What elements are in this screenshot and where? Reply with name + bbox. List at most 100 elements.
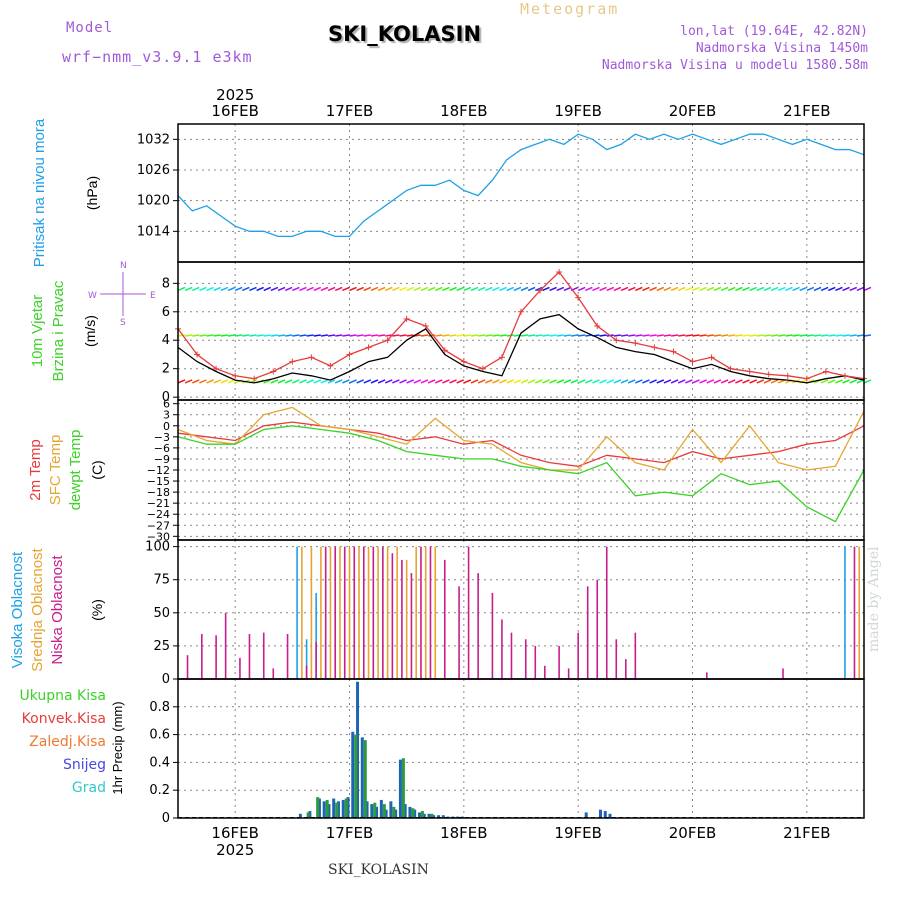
wind-barb xyxy=(663,379,672,384)
wind-barb xyxy=(863,334,872,337)
precip-legend-item: Snijeg xyxy=(63,757,106,773)
wind-barb xyxy=(534,379,543,384)
wind-barb xyxy=(556,334,564,337)
wind-barb xyxy=(234,286,243,292)
meteogram-label: Meteogram xyxy=(520,0,620,18)
wind-barb xyxy=(699,286,707,292)
y-tick-label: 8 xyxy=(162,276,170,291)
wind-barb xyxy=(349,334,357,337)
wind-barb xyxy=(299,379,307,384)
wind-barb xyxy=(556,286,565,292)
wind-barb xyxy=(320,334,329,337)
precip-bar xyxy=(584,812,588,818)
precip-bar xyxy=(403,804,407,818)
wind-barb xyxy=(520,379,529,384)
y-tick-label: −3 xyxy=(154,431,170,444)
wind-barb xyxy=(306,379,314,384)
y-tick-label: 0.2 xyxy=(149,783,170,798)
wind-barb xyxy=(670,379,679,384)
wind-barb xyxy=(199,379,207,384)
wind-barb xyxy=(306,286,314,292)
wind-barb xyxy=(549,286,557,292)
wind-barb xyxy=(735,286,743,292)
wind-barb xyxy=(256,286,264,292)
wind-barb xyxy=(384,379,393,384)
y-tick-label: −27 xyxy=(147,519,170,532)
wind-barb xyxy=(792,286,800,292)
wind-barb xyxy=(249,334,257,337)
wind-barb xyxy=(413,379,422,384)
wind-barb xyxy=(534,286,543,292)
wind-barb xyxy=(620,379,629,384)
wind-barb xyxy=(356,334,364,337)
model-name: wrf−nmm_v3.9.1 e3km xyxy=(62,48,253,66)
wind-barb xyxy=(277,379,286,384)
wind-barb xyxy=(335,334,343,337)
wind-barb xyxy=(392,286,400,292)
wind-barb xyxy=(706,334,714,337)
wind-barb xyxy=(706,286,715,292)
wind-barb xyxy=(699,379,707,384)
wind-barb xyxy=(270,286,279,292)
wind-barb xyxy=(442,334,450,337)
wind-barb xyxy=(191,286,200,292)
y-tick-label: 6 xyxy=(162,305,170,320)
wind-barb xyxy=(527,286,536,292)
wind-barb xyxy=(434,379,443,384)
precip-bar xyxy=(322,801,326,818)
wind-barb xyxy=(749,286,757,292)
day-label-bottom: 21FEB xyxy=(783,824,830,842)
wind-barb xyxy=(749,334,757,337)
dewpt-title: dewpt Temp xyxy=(67,430,84,511)
wind-barb xyxy=(206,379,214,384)
panel-frame xyxy=(177,123,865,263)
wind-barb xyxy=(663,334,672,337)
wind-barb xyxy=(434,286,443,292)
wind-barb xyxy=(263,286,272,292)
wind-barb xyxy=(835,286,843,292)
wind-barb xyxy=(678,334,686,337)
wind-barb xyxy=(642,334,650,337)
wind-barb xyxy=(213,334,221,337)
wind-barb xyxy=(670,334,679,337)
wind-barb xyxy=(285,334,293,337)
precip-bar xyxy=(332,798,336,818)
precip-bar xyxy=(308,811,312,818)
wind-barb xyxy=(835,379,843,384)
precip-bar xyxy=(413,809,417,818)
wind-barb xyxy=(692,334,700,337)
wind-barb xyxy=(563,334,571,337)
wind-barb xyxy=(770,379,779,384)
wind-barb xyxy=(713,334,722,337)
wind-barb xyxy=(513,286,522,292)
wind-barb xyxy=(742,379,750,384)
wind-barb xyxy=(306,334,314,337)
day-label-bottom: 20FEB xyxy=(669,824,716,842)
wind-barb xyxy=(263,334,271,337)
footer-station: SKI_KOLASIN xyxy=(328,862,429,878)
wind-barb xyxy=(599,334,607,337)
wind-barb xyxy=(856,334,864,337)
wind-barb xyxy=(692,286,700,292)
wind-barb xyxy=(685,286,693,292)
wind-barb xyxy=(377,334,386,337)
wind-barb xyxy=(191,379,200,384)
wind-barb xyxy=(863,286,872,292)
y-tick-label: 1014 xyxy=(137,224,170,239)
model-label: Model xyxy=(66,20,114,36)
precip-legend-item: Zaledj.Kisa xyxy=(29,734,106,750)
wind-barb xyxy=(520,286,529,292)
panel-frame xyxy=(177,261,865,401)
wind-barb xyxy=(677,379,686,384)
wind-barb xyxy=(821,334,829,337)
wind-barb xyxy=(813,286,822,292)
wind-line xyxy=(177,313,865,384)
wind-barb xyxy=(585,286,593,292)
y-tick-label: 0 xyxy=(162,672,170,687)
wind-barb xyxy=(599,286,607,292)
wind-barb xyxy=(484,286,493,292)
wind-barb xyxy=(456,379,464,384)
y-tick-label: 4 xyxy=(162,333,170,348)
wind-barb xyxy=(456,286,464,292)
day-label-top: 21FEB xyxy=(783,102,830,120)
